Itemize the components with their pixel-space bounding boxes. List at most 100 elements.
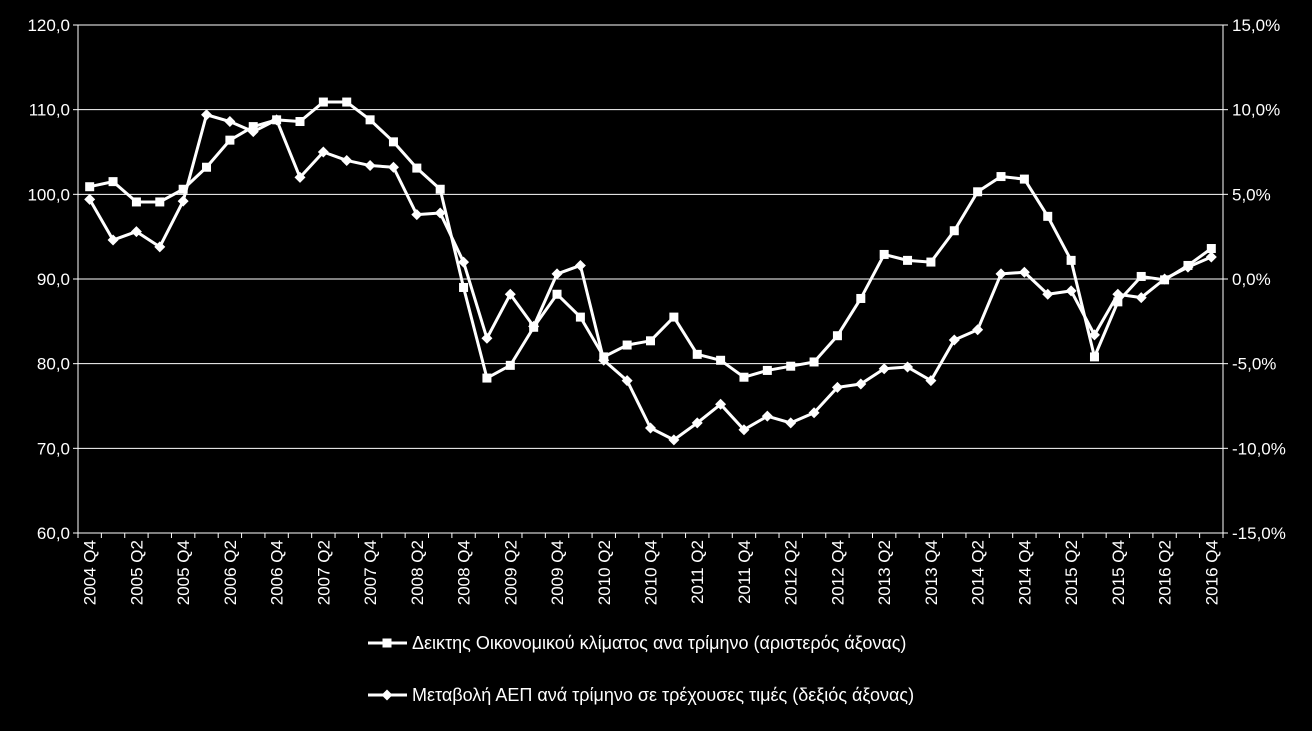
data-point-diamond — [201, 109, 213, 121]
legend-label-1: Δεικτης Οικονομικού κλίματος ανα τρίμηνο… — [412, 633, 906, 653]
x-tick-label: 2015 Q2 — [1062, 540, 1081, 605]
data-point-diamond — [1018, 266, 1030, 278]
x-tick-label: 2011 Q4 — [735, 540, 754, 604]
data-point-square — [295, 117, 305, 127]
data-point-square — [762, 365, 772, 375]
y-axis-left-ticks: 60,0 70,0 80,0 90,0 100,0 110,0 120,0 — [27, 16, 78, 543]
data-point-square — [786, 361, 796, 371]
y-right-tick-label: -10,0% — [1232, 439, 1286, 458]
data-point-diamond — [1065, 285, 1077, 297]
x-tick-label: 2009 Q4 — [548, 540, 567, 605]
data-point-square — [1089, 352, 1099, 362]
y-right-tick-label: 0,0% — [1232, 270, 1271, 289]
x-tick-label: 2005 Q4 — [174, 540, 193, 605]
data-point-diamond — [738, 424, 750, 436]
x-tick-label: 2012 Q2 — [782, 540, 801, 605]
data-point-diamond — [1042, 288, 1054, 300]
data-point-square — [1019, 174, 1029, 184]
data-point-diamond — [224, 116, 236, 128]
data-point-square — [85, 182, 95, 192]
data-point-diamond — [84, 193, 96, 205]
x-tick-label: 2015 Q4 — [1109, 540, 1128, 605]
data-point-diamond — [1182, 261, 1194, 273]
data-point-diamond — [1205, 251, 1217, 263]
data-point-diamond — [481, 332, 493, 344]
data-point-square — [1043, 211, 1053, 221]
data-point-diamond — [317, 146, 329, 158]
data-point-square — [552, 289, 562, 299]
data-point-square — [178, 184, 188, 194]
data-point-diamond — [691, 417, 703, 429]
y-left-tick-label: 70,0 — [37, 439, 70, 458]
data-point-diamond — [528, 320, 540, 332]
data-point-diamond — [761, 410, 773, 422]
x-tick-label: 2006 Q4 — [268, 540, 287, 605]
data-point-diamond — [995, 268, 1007, 280]
y-right-tick-label: -5,0% — [1232, 355, 1276, 374]
data-point-diamond — [458, 256, 470, 268]
data-point-diamond — [504, 288, 516, 300]
data-point-diamond — [925, 375, 937, 387]
legend: Δεικτης Οικονομικού κλίματος ανα τρίμηνο… — [368, 633, 914, 705]
data-point-diamond — [177, 195, 189, 207]
y-right-tick-label: 5,0% — [1232, 185, 1271, 204]
data-point-square — [1136, 271, 1146, 281]
data-point-diamond — [668, 434, 680, 446]
data-point-diamond — [1135, 292, 1147, 304]
x-tick-label: 2016 Q2 — [1156, 540, 1175, 605]
data-point-diamond — [1088, 329, 1100, 341]
x-tick-label: 2014 Q2 — [969, 540, 988, 605]
x-tick-label: 2006 Q2 — [221, 540, 240, 605]
x-tick-label: 2009 Q2 — [501, 540, 520, 605]
data-point-square — [832, 331, 842, 341]
data-point-square — [388, 137, 398, 147]
data-point-square — [646, 336, 655, 346]
data-point-diamond — [364, 160, 376, 172]
data-point-square — [856, 293, 866, 303]
y-right-tick-label: 10,0% — [1232, 101, 1280, 120]
data-point-square — [809, 357, 819, 367]
data-point-square — [1113, 297, 1123, 307]
data-point-diamond — [130, 226, 142, 238]
data-point-square — [739, 372, 749, 382]
data-point-square — [412, 163, 422, 173]
data-point-diamond — [1159, 273, 1171, 285]
x-tick-label: 2007 Q2 — [314, 540, 333, 605]
data-point-diamond — [878, 363, 890, 375]
data-point-diamond — [948, 334, 960, 346]
data-point-square — [108, 177, 118, 187]
data-point-diamond — [715, 398, 727, 410]
data-point-diamond — [387, 161, 399, 173]
data-point-diamond — [294, 171, 306, 183]
data-point-square — [131, 197, 141, 207]
data-point-square — [365, 115, 375, 125]
data-point-square — [318, 97, 328, 107]
legend-marker-diamond — [381, 689, 393, 701]
data-point-diamond — [154, 241, 166, 253]
data-point-square — [669, 312, 679, 322]
data-point-square — [155, 197, 165, 207]
data-point-diamond — [902, 361, 914, 373]
y-left-tick-label: 110,0 — [29, 101, 70, 120]
data-point-diamond — [808, 407, 820, 419]
x-tick-label: 2007 Q4 — [361, 540, 380, 605]
data-point-diamond — [855, 378, 867, 390]
data-point-square — [505, 360, 515, 370]
y-right-tick-label: -15,0% — [1232, 524, 1286, 543]
data-point-diamond — [972, 324, 984, 336]
data-point-diamond — [645, 422, 656, 434]
data-point-square — [926, 257, 936, 267]
data-point-square — [342, 97, 352, 107]
data-point-diamond — [598, 354, 610, 366]
y-axis-right-ticks: -15,0% -10,0% -5,0% 0,0% 5,0% 10,0% 15,0% — [1223, 16, 1286, 543]
x-tick-label: 2008 Q4 — [455, 540, 474, 605]
data-point-square — [225, 135, 235, 145]
y-left-tick-label: 60,0 — [37, 524, 70, 543]
data-point-diamond — [621, 375, 633, 387]
legend-label-2: Μεταβολή ΑΕΠ ανά τρίμηνο σε τρέχουσες τι… — [412, 685, 914, 705]
x-tick-label: 2011 Q2 — [688, 540, 707, 604]
data-point-diamond — [434, 207, 446, 219]
data-point-diamond — [341, 154, 353, 166]
data-point-diamond — [785, 417, 797, 429]
